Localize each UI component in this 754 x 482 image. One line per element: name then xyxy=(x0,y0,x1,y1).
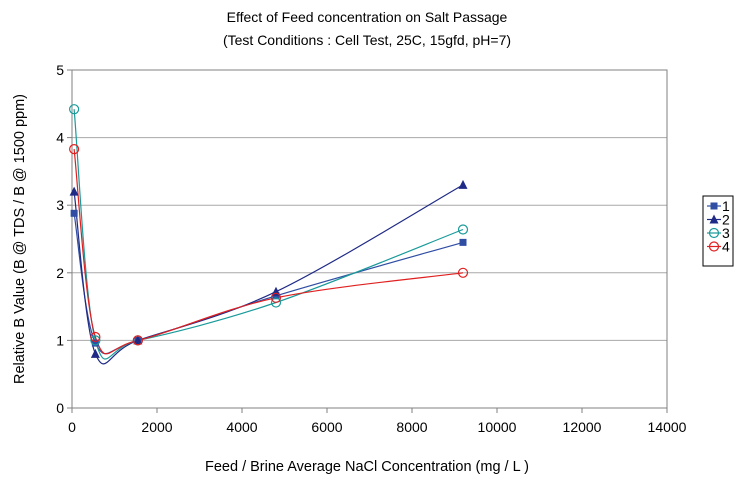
data-point-2 xyxy=(458,179,468,189)
x-tick-label: 4000 xyxy=(226,419,257,435)
y-tick-label: 1 xyxy=(56,332,64,348)
data-point-3 xyxy=(270,297,282,308)
y-tick-label: 3 xyxy=(56,197,64,213)
x-tick-label: 0 xyxy=(68,419,76,435)
series-line-4 xyxy=(73,149,464,355)
axes: 0 1 2 3 4 5 0 2000 4000 6000 8000 10000 12000 14000 xyxy=(56,62,686,435)
data-point-2 xyxy=(90,348,100,358)
chart-subtitle: (Test Conditions : Cell Test, 25C, 15gfd… xyxy=(223,32,511,48)
series-markers xyxy=(69,104,469,358)
x-tick-label: 2000 xyxy=(141,419,172,435)
data-point-3 xyxy=(90,335,101,346)
data-point-2 xyxy=(133,335,143,345)
y-tick-label: 4 xyxy=(56,130,64,146)
data-point-3 xyxy=(69,104,80,115)
x-axis-title: Feed / Brine Average NaCl Concentration … xyxy=(205,459,529,475)
legend-label-3: 3 xyxy=(722,225,730,241)
y-tick-label: 5 xyxy=(56,62,64,78)
data-point-1 xyxy=(459,238,467,246)
y-tick-label: 2 xyxy=(56,265,64,281)
data-point-4 xyxy=(270,292,282,303)
y-tick-label: 0 xyxy=(56,400,64,416)
x-tick-label: 8000 xyxy=(396,419,427,435)
x-tick-label: 14000 xyxy=(648,419,687,435)
x-tick-label: 12000 xyxy=(563,419,602,435)
legend-label-4: 4 xyxy=(722,239,730,255)
data-point-4 xyxy=(457,267,469,278)
data-point-1 xyxy=(70,209,78,217)
data-point-4 xyxy=(69,143,80,155)
x-tick-label: 6000 xyxy=(311,419,342,435)
series-line-1 xyxy=(73,213,464,355)
data-point-1 xyxy=(272,292,280,300)
legend-marker-1 xyxy=(710,202,718,210)
gridlines xyxy=(72,137,667,341)
x-tick-label: 10000 xyxy=(478,419,517,435)
series-line-3 xyxy=(73,109,464,360)
plot-frame xyxy=(71,69,668,409)
series-lines xyxy=(73,109,464,365)
y-axis-title: Relative B Value (B @ TDS / B @ 1500 ppm… xyxy=(12,94,28,384)
series-line-2 xyxy=(73,184,464,365)
legend-marker-2 xyxy=(709,214,719,224)
data-point-3 xyxy=(457,224,469,235)
legend-marker-4 xyxy=(708,241,720,252)
data-point-1 xyxy=(91,339,99,347)
data-point-4 xyxy=(132,335,143,346)
legend-label-2: 2 xyxy=(722,212,730,228)
data-point-4 xyxy=(90,331,101,343)
legend-marker-3 xyxy=(708,227,720,239)
data-point-2 xyxy=(69,186,79,196)
chart-title: Effect of Feed concentration on Salt Pas… xyxy=(227,9,508,25)
legend-label-1: 1 xyxy=(722,198,730,214)
